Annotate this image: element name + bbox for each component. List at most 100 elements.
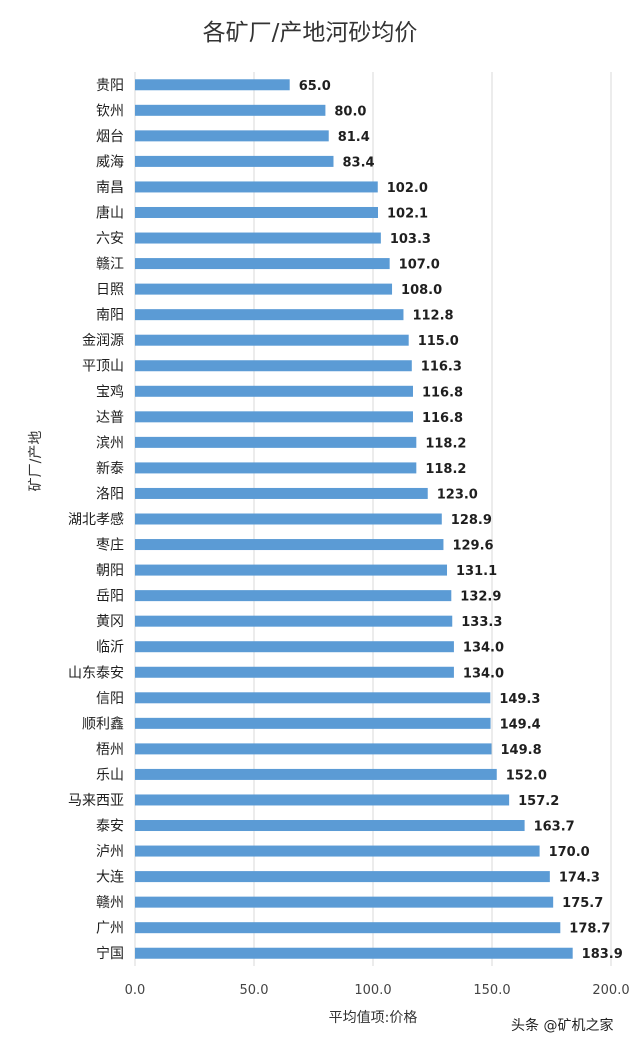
value-label: 152.0 bbox=[506, 768, 547, 783]
bar bbox=[135, 181, 378, 193]
value-label: 134.0 bbox=[463, 666, 504, 681]
value-label: 128.9 bbox=[451, 513, 492, 528]
category-labels: 贵阳钦州烟台威海南昌唐山六安赣江日照南阳金润源平顶山宝鸡达普滨州新泰洛阳湖北孝感… bbox=[68, 78, 124, 962]
value-label: 149.4 bbox=[500, 717, 541, 732]
category-label: 梧州 bbox=[96, 742, 124, 758]
category-label: 临沂 bbox=[96, 640, 124, 656]
category-label: 赣州 bbox=[96, 895, 124, 911]
bar bbox=[135, 513, 442, 525]
category-label: 威海 bbox=[96, 154, 124, 170]
category-label: 钦州 bbox=[96, 103, 124, 119]
value-label: 131.1 bbox=[456, 564, 497, 579]
bar bbox=[135, 539, 444, 551]
y-axis-label: 矿厂/产地 bbox=[28, 431, 44, 492]
value-label: 183.9 bbox=[582, 947, 623, 962]
bar bbox=[135, 487, 428, 499]
category-label: 岳阳 bbox=[96, 589, 124, 605]
bar bbox=[135, 717, 491, 729]
bar bbox=[135, 666, 454, 678]
value-label: 107.0 bbox=[399, 258, 440, 273]
category-label: 南昌 bbox=[96, 180, 124, 196]
category-label: 唐山 bbox=[96, 204, 124, 221]
value-label: 149.3 bbox=[499, 692, 540, 707]
category-label: 新泰 bbox=[96, 461, 124, 477]
category-label: 平顶山 bbox=[82, 359, 124, 375]
bar bbox=[135, 794, 510, 806]
value-label: 157.2 bbox=[518, 794, 559, 809]
value-label: 116.8 bbox=[422, 411, 463, 426]
bar bbox=[135, 922, 561, 934]
category-label: 金润源 bbox=[82, 333, 124, 349]
bar bbox=[135, 104, 326, 116]
value-label: 115.0 bbox=[418, 334, 459, 349]
bar bbox=[135, 283, 393, 295]
bars bbox=[135, 79, 573, 959]
category-label: 南阳 bbox=[96, 308, 124, 324]
value-label: 133.3 bbox=[461, 615, 502, 630]
value-label: 81.4 bbox=[338, 130, 370, 145]
bar bbox=[135, 360, 412, 372]
x-tick-label: 200.0 bbox=[592, 983, 629, 998]
value-label: 102.0 bbox=[387, 181, 428, 196]
category-label: 宝鸡 bbox=[96, 383, 124, 400]
category-label: 马来西亚 bbox=[68, 793, 124, 809]
bar bbox=[135, 692, 491, 704]
category-label: 湖北孝感 bbox=[68, 511, 124, 528]
bar bbox=[135, 462, 417, 474]
value-label: 118.2 bbox=[425, 436, 466, 451]
value-label: 103.3 bbox=[390, 232, 431, 247]
category-label: 山东泰安 bbox=[68, 665, 124, 681]
category-label: 大连 bbox=[96, 870, 124, 886]
category-label: 广州 bbox=[96, 921, 124, 937]
category-label: 赣江 bbox=[96, 257, 124, 273]
bar bbox=[135, 820, 525, 832]
category-label: 贵阳 bbox=[96, 78, 124, 94]
category-label: 达普 bbox=[96, 410, 124, 426]
value-label: 163.7 bbox=[534, 820, 575, 835]
category-label: 乐山 bbox=[96, 767, 124, 783]
value-label: 108.0 bbox=[401, 283, 442, 298]
value-labels: 65.080.0 81.4 83.4 102.0 102.1 103.3 107.0 108.… bbox=[299, 79, 623, 962]
bar bbox=[135, 768, 497, 780]
value-label: 112.8 bbox=[412, 309, 453, 324]
category-label: 宁国 bbox=[96, 945, 124, 962]
x-tick-labels: 0.0 50.0 100.0 150.0 200.0 bbox=[125, 983, 630, 998]
category-label: 滨州 bbox=[96, 435, 124, 451]
category-label: 朝阳 bbox=[96, 563, 124, 579]
value-label: 116.3 bbox=[421, 360, 462, 375]
x-tick-label: 150.0 bbox=[473, 983, 510, 998]
x-tick-label: 50.0 bbox=[240, 983, 269, 998]
bar bbox=[135, 436, 417, 448]
bar bbox=[135, 871, 550, 883]
category-label: 顺利鑫 bbox=[82, 715, 124, 732]
category-label: 烟台 bbox=[96, 129, 124, 145]
bar bbox=[135, 334, 409, 346]
value-label: 102.1 bbox=[387, 206, 428, 221]
bar bbox=[135, 641, 454, 653]
value-label: 132.9 bbox=[460, 590, 501, 605]
bar bbox=[135, 258, 390, 270]
bar bbox=[135, 947, 573, 959]
value-label: 129.6 bbox=[452, 539, 493, 554]
bar bbox=[135, 130, 329, 142]
value-label: 170.0 bbox=[549, 845, 590, 860]
bar bbox=[135, 615, 453, 627]
category-label: 洛阳 bbox=[96, 486, 124, 502]
value-label: 83.4 bbox=[342, 155, 374, 170]
bar bbox=[135, 743, 492, 755]
bar bbox=[135, 232, 381, 244]
category-label: 日照 bbox=[96, 282, 124, 298]
category-label: 枣庄 bbox=[96, 537, 124, 554]
bar bbox=[135, 206, 378, 218]
value-label: 175.7 bbox=[562, 896, 603, 911]
value-label: 80.0 bbox=[334, 104, 366, 119]
value-label: 118.2 bbox=[425, 462, 466, 477]
value-label: 149.8 bbox=[501, 743, 542, 758]
chart-title: 各矿厂/产地河砂均价 bbox=[203, 20, 418, 46]
bar bbox=[135, 845, 540, 857]
value-label: 178.7 bbox=[569, 922, 610, 937]
category-label: 信阳 bbox=[96, 691, 124, 707]
value-label: 65.0 bbox=[299, 79, 331, 94]
bar bbox=[135, 896, 554, 908]
